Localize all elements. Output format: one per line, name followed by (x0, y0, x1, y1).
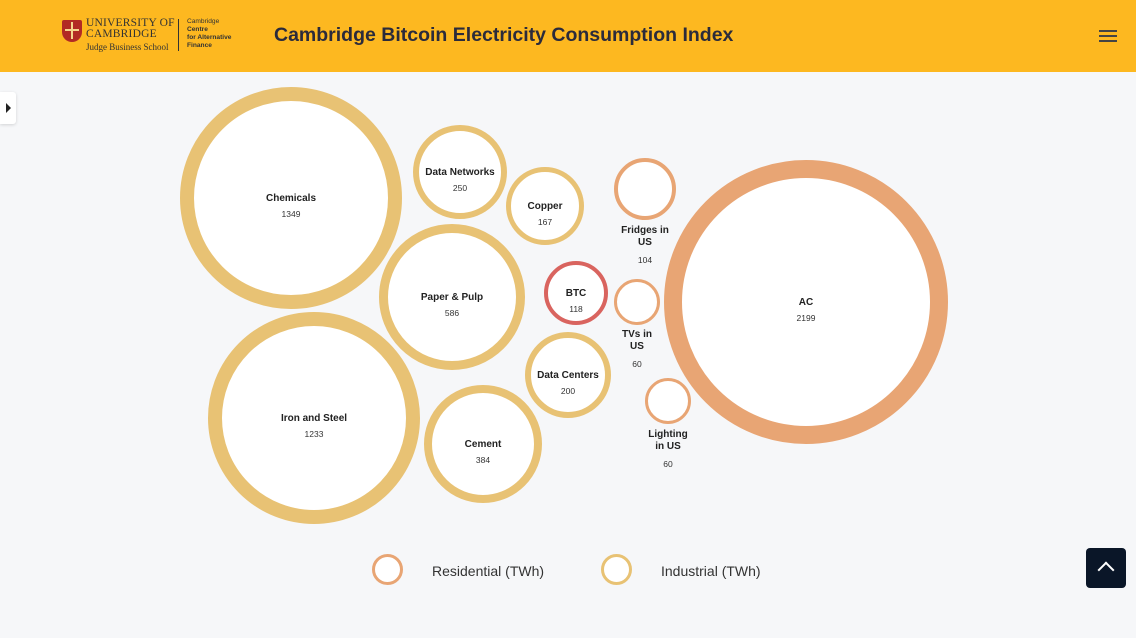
legend-industrial-label: Industrial (TWh) (661, 563, 761, 579)
bubble-label-value: 200 (561, 386, 575, 396)
logo-university-name: UNIVERSITY OF CAMBRIDGE (86, 17, 175, 40)
bubble-label-name: Lighting in US (648, 429, 687, 452)
page-title: Cambridge Bitcoin Electricity Consumptio… (274, 24, 734, 46)
bubble-label-name: BTC (566, 288, 587, 299)
bubble-label-name: AC (799, 297, 813, 308)
legend-residential-swatch (372, 554, 403, 585)
bubble-label-value: 118 (569, 304, 583, 314)
bubble-tvs-in-us[interactable]: TVs in US 60 (614, 279, 660, 370)
bubble-circle (614, 158, 676, 220)
bubble-fridges-in-us[interactable]: Fridges in US 104 (614, 158, 676, 265)
bubble-label-value: 1233 (305, 429, 324, 439)
bubble-circle (614, 279, 660, 325)
university-crest-icon (62, 20, 82, 42)
bubble-chemicals[interactable]: Chemicals 1349 (180, 87, 402, 309)
bubble-circle (645, 378, 691, 424)
bubble-btc[interactable]: BTC 118 (544, 261, 608, 325)
cambridge-logo[interactable]: UNIVERSITY OF CAMBRIDGE Judge Business S… (62, 17, 242, 54)
bubble-circle (379, 224, 525, 370)
bubble-cement[interactable]: Cement 384 (424, 385, 542, 503)
bubble-circle (208, 312, 420, 524)
bubble-label-value: 104 (638, 255, 652, 265)
bubble-label-value: 586 (445, 308, 459, 318)
bubble-circle (506, 167, 584, 245)
bubble-chart: Chemicals 1349 Data Networks 250 Copper 167 Pa… (180, 87, 948, 524)
bubble-circle (413, 125, 507, 219)
bubble-label-value: 167 (538, 217, 552, 227)
bubble-label-value: 60 (632, 359, 642, 369)
bubble-circle (424, 385, 542, 503)
bubble-label-name: Data Networks (425, 167, 495, 178)
bubble-circle (664, 160, 948, 444)
bubble-circle (544, 261, 608, 325)
bubble-label-value: 384 (476, 455, 490, 465)
bubble-label-name: Chemicals (266, 193, 316, 204)
bubble-lighting-in-us[interactable]: Lighting in US 60 (645, 378, 691, 470)
bubble-paper-and-pulp[interactable]: Paper & Pulp 586 (379, 224, 525, 370)
bubble-label-value: 1349 (282, 209, 301, 219)
logo-centre-name: Cambridge Centre for Alternative Finance (187, 18, 232, 49)
scroll-to-top-button[interactable] (1086, 548, 1126, 588)
hamburger-menu-icon[interactable] (1099, 30, 1117, 42)
bubble-data-networks[interactable]: Data Networks 250 (413, 125, 507, 219)
bubble-circle (180, 87, 402, 309)
bubble-circle (525, 332, 611, 418)
bubble-label-value: 60 (663, 459, 673, 469)
bubble-label-value: 2199 (797, 313, 816, 323)
bubble-copper[interactable]: Copper 167 (506, 167, 584, 245)
bubble-ac[interactable]: AC 2199 (664, 160, 948, 444)
bubble-label-name: Iron and Steel (281, 413, 347, 424)
bubble-data-centers[interactable]: Data Centers 200 (525, 332, 611, 418)
bubble-iron-and-steel[interactable]: Iron and Steel 1233 (208, 312, 420, 524)
logo-school-name: Judge Business School (86, 42, 169, 52)
sidebar-toggle-button[interactable] (0, 92, 16, 124)
legend-industrial-swatch (601, 554, 632, 585)
logo-divider (178, 19, 179, 51)
bubble-label-name: Paper & Pulp (421, 292, 483, 303)
bubble-label-name: Fridges in US (621, 225, 669, 248)
bubble-label-name: Cement (465, 439, 502, 450)
bubble-label-name: Data Centers (537, 370, 599, 381)
bubble-label-value: 250 (453, 183, 467, 193)
legend-residential-label: Residential (TWh) (432, 563, 545, 579)
site-header: UNIVERSITY OF CAMBRIDGE Judge Business S… (0, 0, 1136, 72)
bubble-label-name: TVs in US (622, 329, 652, 352)
bubble-label-name: Copper (528, 201, 563, 212)
